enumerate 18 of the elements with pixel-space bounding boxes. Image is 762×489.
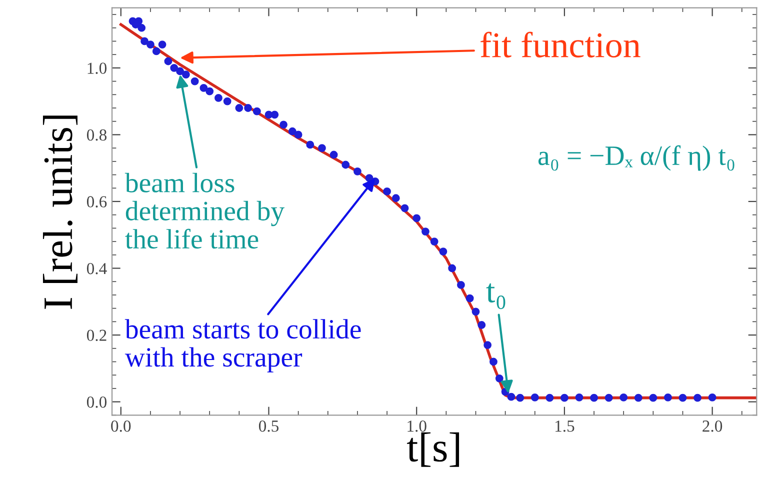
annotation: beam starts to collide with the scraper [124, 319, 361, 372]
y-axis-title: I [rel. units] [42, 116, 78, 309]
annotation: beam loss determined by the life time [124, 172, 284, 249]
y-tick-label: 0.0 [86, 396, 107, 408]
annotation: t₀ [486, 283, 506, 310]
x-tick-label: 0.5 [258, 420, 279, 432]
annotation: fit function [480, 32, 640, 58]
x-tick-label: 1.5 [556, 420, 574, 432]
y-tick-label: 1.0 [88, 62, 107, 74]
x-tick-label: 1.0 [408, 420, 426, 432]
x-tick-label: 0.0 [111, 420, 131, 432]
y-tick-label: 0.2 [86, 330, 106, 342]
y-tick-label: 0.4 [86, 262, 107, 274]
x-tick-label: 2.0 [702, 420, 722, 432]
x-axis-title: t[s] [406, 432, 460, 467]
y-tick-label: 0.6 [86, 196, 107, 208]
y-tick-label: 0.8 [86, 129, 107, 141]
annotation: a₀ = −Dₓ α/(f η) t₀ [538, 145, 734, 171]
